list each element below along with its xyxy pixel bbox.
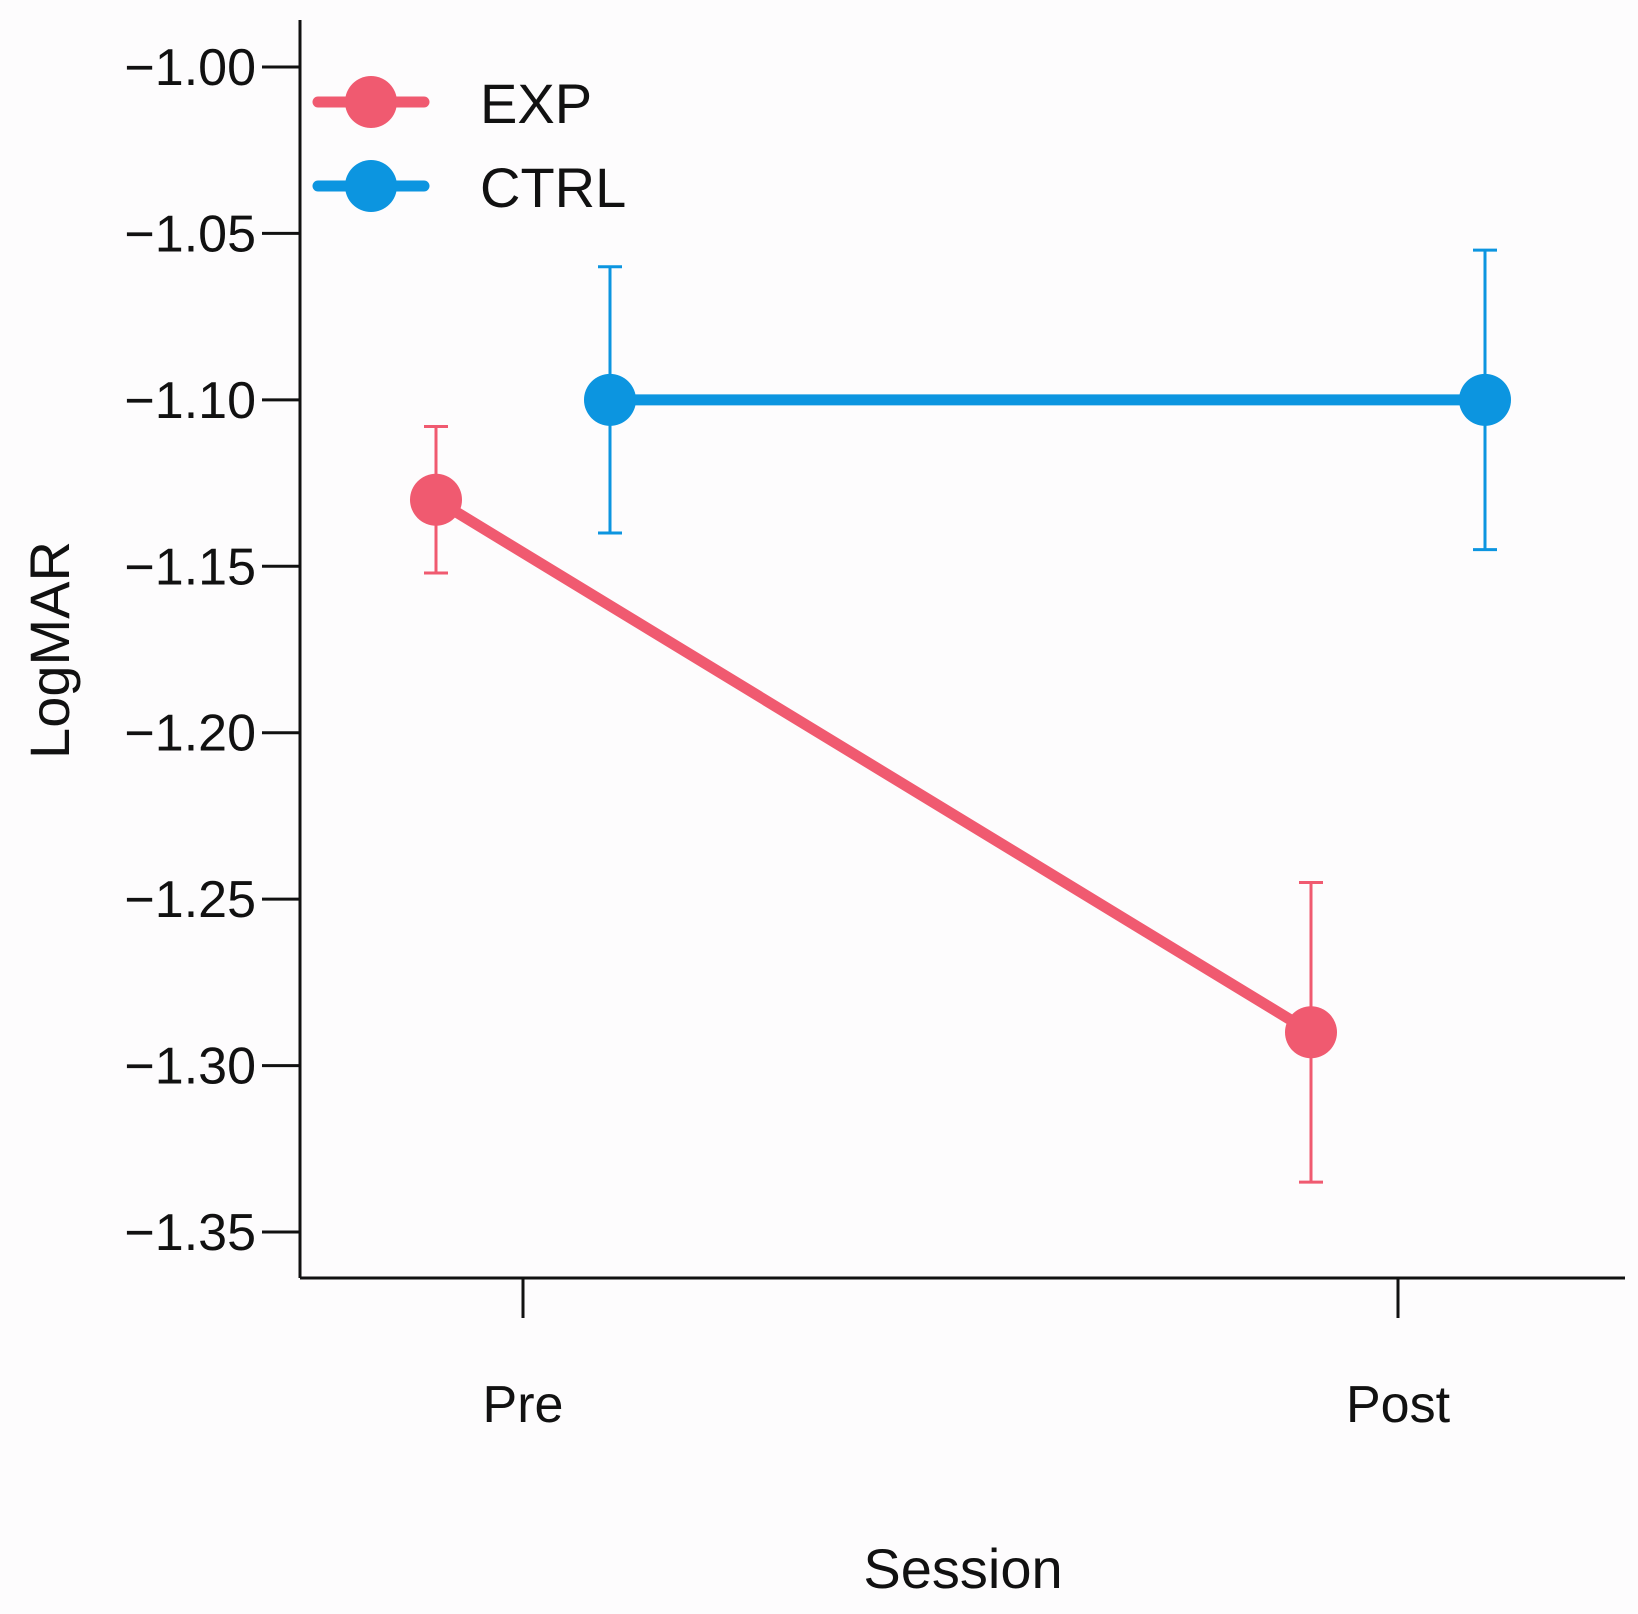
x-tick-label: Pre xyxy=(483,1376,564,1434)
legend-item-ctrl: CTRL xyxy=(312,156,626,219)
x-tick-label: Post xyxy=(1346,1376,1451,1434)
series-ctrl xyxy=(584,248,1511,552)
legend: EXP CTRL xyxy=(312,72,626,219)
series-exp xyxy=(410,424,1337,1184)
y-ticks: −1.00 −1.05 −1.10 −1.15 −1.20 −1.25 −1.30 −1.35 xyxy=(124,39,300,1262)
series-layer xyxy=(410,248,1511,1184)
x-axis-title: Session xyxy=(863,1537,1062,1600)
y-tick-label: −1.10 xyxy=(124,372,256,430)
y-tick-label: −1.05 xyxy=(124,205,256,263)
data-point xyxy=(584,373,636,426)
y-tick-label: −1.20 xyxy=(124,705,256,763)
y-tick-label: −1.35 xyxy=(124,1204,256,1262)
series-line xyxy=(430,494,1317,1038)
y-axis-title: LogMAR xyxy=(18,541,81,759)
legend-swatch-marker xyxy=(345,160,397,212)
data-point xyxy=(410,473,462,526)
y-tick-label: −1.15 xyxy=(124,538,256,596)
data-point xyxy=(1459,373,1511,426)
data-point xyxy=(1285,1006,1337,1059)
y-tick-label: −1.00 xyxy=(124,39,256,97)
legend-label: CTRL xyxy=(480,156,626,219)
legend-swatch-marker xyxy=(345,76,397,128)
y-tick-label: −1.25 xyxy=(124,871,256,929)
legend-item-exp: EXP xyxy=(312,72,592,135)
y-tick-label: −1.30 xyxy=(124,1038,256,1096)
axes xyxy=(298,20,1625,1280)
x-ticks: Pre Post xyxy=(483,1278,1451,1434)
legend-label: EXP xyxy=(480,72,592,135)
